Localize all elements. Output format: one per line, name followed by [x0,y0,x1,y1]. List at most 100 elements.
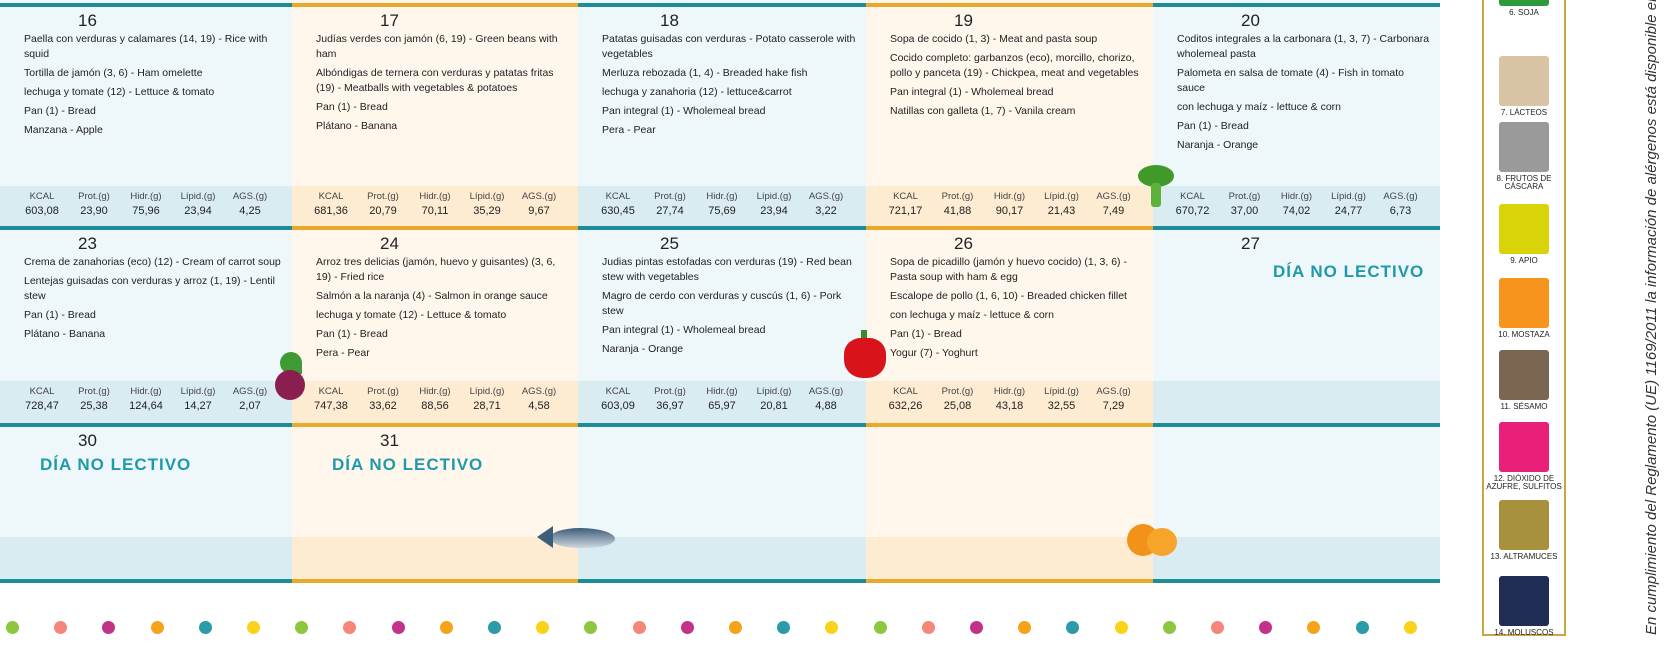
menu-item: Pan (1) - Bread [24,309,96,321]
decorative-dot [777,621,791,634]
nutrition-value: KCAL 632,26 [888,386,923,412]
menu-item: Plátano - Banana [316,120,398,132]
menu-item: Magro de cerdo con verduras y cuscús (1,… [602,290,842,317]
decorative-dot [1066,621,1080,634]
decorative-dot [198,621,212,634]
nutrition-value: Prot.(g) 25,08 [941,386,974,412]
row-divider [0,3,292,7]
menu-item: Pan integral (1) - Wholemeal bread [602,324,766,336]
nutrition-value: KCAL 603,09 [601,386,635,412]
nutrition-value: Prot.(g) 41,88 [941,191,974,217]
nutrition-value: AGS.(g) 4,88 [808,386,844,412]
nutrition-band: KCAL 632,26 Prot.(g) 25,08 Hidr.(g) 43,18 Lípi… [866,381,1153,423]
day-number: 19 [954,11,973,30]
day-menu: Judías verdes con jamón (6, 19) - Green … [316,32,568,138]
decorative-dot [1259,621,1273,634]
menu-item: Salmón a la naranja (4) - Salmon in oran… [316,290,548,302]
day-number: 16 [78,11,97,30]
allergen-item: 12. DIÓXIDO DE AZUFRE, SULFITOS [1484,422,1564,491]
nutrition-value: Lípid.(g) 32,55 [1044,386,1079,412]
day-menu: Sopa de cocido (1, 3) - Meat and pasta s… [890,32,1143,123]
nutrition-value: KCAL 630,45 [601,191,635,217]
allergen-legend: 6. SOJA 7. LÁCTEOS 8. FRUTOS DE CÁSCARA 9. … [1482,0,1566,637]
nutrition-value: KCAL 721,17 [888,191,923,217]
nutrition-value: Hidr.(g) 74,02 [1280,191,1313,217]
menu-item: Merluza rebozada (1, 4) - Breaded hake f… [602,67,808,79]
allergen-item: 13. ALTRAMUCES [1484,500,1564,561]
decorative-dot [102,621,116,634]
no-school-label: DÍA NO LECTIVO [1273,262,1425,281]
nutrition-value: AGS.(g) 3,22 [808,191,844,217]
allergen-icon [1499,204,1549,254]
nutrition-band [292,537,578,579]
nutrition-value: KCAL 681,36 [314,191,348,217]
menu-item: con lechuga y maíz - lettuce & corn [890,309,1054,321]
nutrition-band: KCAL 603,09 Prot.(g) 36,97 Hidr.(g) 65,97 Lípi… [578,381,866,423]
weekday-column: 17 Judías verdes con jamón (6, 19) - Gree… [292,0,578,583]
day-number: 18 [660,11,679,30]
menu-item: Arroz tres delicias (jamón, huevo y guis… [316,256,556,283]
nutrition-value: Hidr.(g) 65,97 [706,386,738,412]
row-divider [0,579,292,583]
menu-item: Natillas con galleta (1, 7) - Vanila cre… [890,105,1076,117]
nutrition-value: Hidr.(g) 88,56 [419,386,451,412]
nutrition-band: KCAL 603,08 Prot.(g) 23,90 Hidr.(g) 75,96 Lípi… [0,186,292,228]
nutrition-value: AGS.(g) 4,25 [232,191,268,217]
day-menu: Patatas guisadas con verduras - Potato c… [602,32,856,142]
nutrition-value: KCAL 603,08 [25,191,59,217]
decorative-dot [150,621,164,634]
menu-item: Lentejas guisadas con verduras y arroz (… [24,275,275,302]
day-number: 31 [380,431,399,450]
allergen-item: 7. LÁCTEOS [1484,56,1564,117]
decorative-dot [54,621,68,634]
row-divider [578,3,866,7]
nutrition-band [0,537,292,579]
row-divider [292,423,578,427]
allergen-item: 14. MOLUSCOS [1484,576,1564,637]
nutrition-value: Lípid.(g) 21,43 [1044,191,1079,217]
menu-item: Judias pintas estofadas con verduras (19… [602,256,852,283]
menu-item: lechuga y tomate (12) - Lettuce & tomato [316,309,507,321]
decorative-dot [1018,621,1032,634]
menu-item: Albóndigas de ternera con verduras y pat… [316,67,554,94]
decorative-dot [729,621,742,634]
menu-item: Yogur (7) - Yoghurt [890,347,978,359]
nutrition-value: AGS.(g) 9,67 [521,191,557,217]
row-divider [578,423,866,427]
menu-item: Coditos integrales a la carbonara (1, 3,… [1177,33,1430,60]
menu-item: Pan (1) - Bread [316,101,388,113]
day-number: 27 [1241,234,1260,253]
decorative-dot [6,621,19,634]
day-menu: Crema de zanahorias (eco) (12) - Cream o… [24,255,282,346]
decorative-dot [391,621,405,634]
nutrition-value: Prot.(g) 20,79 [367,191,399,217]
allergen-icon [1499,56,1549,106]
row-divider [0,226,292,230]
allergen-icon [1499,422,1549,472]
nutrition-value: Prot.(g) 36,97 [654,386,686,412]
weekday-column: 16 Paella con verduras y calamares (14, 1… [0,0,292,583]
decorative-dot [680,621,694,634]
menu-item: lechuga y tomate (12) - Lettuce & tomato [24,86,215,98]
menu-item: Pan (1) - Bread [890,328,962,340]
no-school-label: DÍA NO LECTIVO [332,455,484,474]
day-menu: Arroz tres delicias (jamón, huevo y guis… [316,255,568,365]
row-divider [1153,423,1440,427]
menu-item: Crema de zanahorias (eco) (12) - Cream o… [24,256,281,268]
broccoli-icon [1138,165,1174,207]
menu-item: Sopa de picadillo (jamón y huevo cocido)… [890,256,1127,283]
orange-icon [1127,520,1177,556]
nutrition-value: KCAL 747,38 [314,386,348,412]
day-menu: Judias pintas estofadas con verduras (19… [602,255,856,361]
menu-item: Pan (1) - Bread [316,328,388,340]
nutrition-value: Lípid.(g) 23,94 [180,191,216,217]
allergen-icon [1499,0,1549,6]
decorative-dot [873,621,887,634]
row-divider [866,423,1153,427]
day-number: 24 [380,234,399,253]
menu-item: Palometa en salsa de tomate (4) - Fish i… [1177,67,1405,94]
decorative-dot [295,621,309,634]
row-divider [292,226,578,230]
decorative-dot [1307,621,1321,634]
decorative-dot [247,621,260,634]
